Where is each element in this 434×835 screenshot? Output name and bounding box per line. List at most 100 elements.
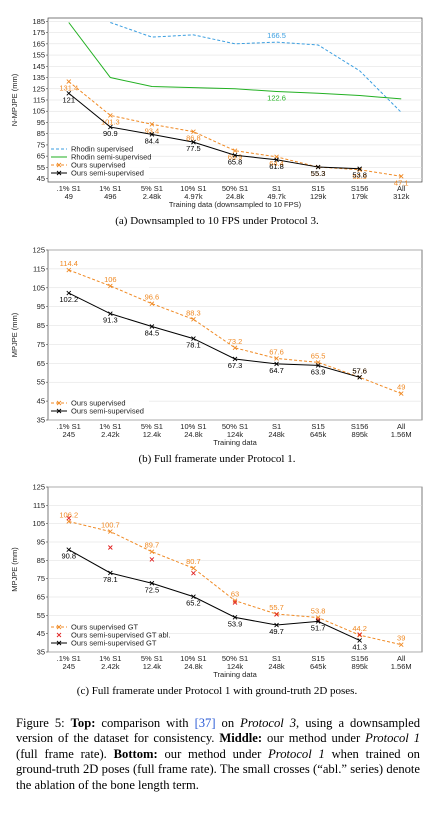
value-label: 65.5 xyxy=(311,351,326,360)
x-tick-label: 248k xyxy=(268,430,285,439)
x-tick-label: S1 xyxy=(272,422,281,431)
marker xyxy=(149,132,155,137)
y-tick-label: 95 xyxy=(37,118,45,127)
y-tick-label: 155 xyxy=(32,51,45,60)
y-tick-label: 115 xyxy=(33,501,45,510)
value-label: 61.8 xyxy=(269,162,284,171)
marker xyxy=(191,139,196,145)
series-line xyxy=(68,292,360,378)
caption-part: , using a downsampled version of the dat… xyxy=(16,716,421,746)
value-label: 93.4 xyxy=(145,126,160,135)
x-tick-label: 12.4k xyxy=(143,662,162,671)
legend-label: Ours semi-supervised GT abl. xyxy=(71,631,170,640)
y-tick-label: 105 xyxy=(32,283,45,292)
legend-label: Ours semi-supervised GT xyxy=(71,639,157,648)
series-line xyxy=(68,22,402,100)
value-label: 78.1 xyxy=(186,341,201,350)
value-label: 90.8 xyxy=(61,552,76,561)
value-label: 166.5 xyxy=(267,31,286,40)
x-tick-label: 312k xyxy=(393,192,410,201)
y-tick-label: 35 xyxy=(37,416,45,425)
x-tick-label: 1% S1 xyxy=(99,654,121,663)
legend-label: Rhodin supervised xyxy=(71,145,133,154)
marker xyxy=(191,570,196,576)
x-tick-label: 12.4k xyxy=(143,430,162,439)
x-tick-label: S156 xyxy=(351,654,369,663)
caption-part: Middle: xyxy=(219,731,263,746)
value-label: 49.7 xyxy=(269,627,284,636)
x-tick-label: 10% S1 xyxy=(180,184,206,193)
y-tick-label: 95 xyxy=(37,538,45,547)
value-label: 89.7 xyxy=(145,541,160,550)
y-tick-label: 165 xyxy=(32,39,45,48)
marker xyxy=(66,290,72,296)
caption-part: our method under xyxy=(262,731,366,746)
marker xyxy=(274,622,279,628)
x-tick-label: All xyxy=(397,422,406,431)
caption-part: Bottom: xyxy=(113,746,158,761)
value-label: 55.3 xyxy=(311,169,326,178)
marker xyxy=(149,549,155,555)
x-tick-label: 1.56M xyxy=(391,662,412,671)
value-label: 88.3 xyxy=(186,308,201,317)
x-tick-label: 895k xyxy=(352,430,369,439)
value-label: 78.1 xyxy=(103,575,118,584)
marker xyxy=(56,162,62,168)
x-tick-label: 496 xyxy=(104,192,117,201)
marker xyxy=(66,90,72,96)
marker xyxy=(315,164,321,170)
series: 131.4 101.3 93.4 86.8 69.9 64.4 55.3 52.9 47.1 xyxy=(59,79,409,187)
marker xyxy=(149,557,155,562)
x-axis-label: Training data xyxy=(213,438,257,447)
value-label: 47.1 xyxy=(394,178,409,187)
marker xyxy=(232,345,238,351)
y-tick-label: 95 xyxy=(37,302,45,311)
y-tick-label: 85 xyxy=(37,556,45,565)
x-tick-label: 1% S1 xyxy=(99,184,121,193)
x-tick-label: S156 xyxy=(351,184,369,193)
y-axis-label: MPJPE (mm) xyxy=(10,312,19,357)
x-tick-label: 245 xyxy=(63,430,76,439)
marker xyxy=(149,301,155,306)
caption-part[interactable]: [37] xyxy=(194,716,216,730)
marker xyxy=(149,121,155,127)
y-tick-label: 65 xyxy=(37,593,45,602)
marker xyxy=(149,580,155,586)
x-axis-label: Training data xyxy=(213,670,257,679)
value-label: 67.6 xyxy=(269,347,284,356)
chart-caption: (c) Full framerate under Protocol 1 with… xyxy=(77,685,358,697)
series-line xyxy=(68,81,402,177)
value-label: 41.3 xyxy=(352,642,367,651)
marker xyxy=(232,598,238,603)
y-tick-label: 115 xyxy=(33,264,45,273)
value-label: 96.6 xyxy=(145,293,160,302)
value-label: 64.4 xyxy=(269,159,284,168)
y-tick-label: 75 xyxy=(37,140,45,149)
y-axis-label: MPJPE (mm) xyxy=(10,547,19,592)
marker xyxy=(232,152,238,158)
x-tick-label: 2.48k xyxy=(143,192,162,201)
x-tick-label: 4.97k xyxy=(184,192,203,201)
y-tick-label: 55 xyxy=(37,378,45,387)
caption-part: Protocol 3 xyxy=(240,716,297,730)
value-label: 51.7 xyxy=(311,623,326,632)
marker xyxy=(191,594,196,599)
marker xyxy=(149,324,155,329)
caption-part: on xyxy=(215,716,241,730)
y-tick-label: 105 xyxy=(32,107,45,116)
value-label: 106 xyxy=(104,275,117,284)
value-label: 65.8 xyxy=(228,157,243,166)
value-label: 57.6 xyxy=(352,366,367,375)
series-line xyxy=(68,549,360,641)
legend-box xyxy=(49,622,149,649)
value-label: 80.7 xyxy=(186,557,201,566)
marker xyxy=(357,374,362,380)
caption-part: Protocol 1 xyxy=(365,731,420,746)
x-tick-label: 645k xyxy=(310,430,327,439)
caption-part: Top: xyxy=(70,716,96,730)
marker xyxy=(357,166,362,172)
legend-label: Ours supervised GT xyxy=(71,623,139,632)
x-tick-label: S156 xyxy=(351,422,369,431)
marker xyxy=(56,400,62,406)
x-tick-label: 124k xyxy=(227,662,244,671)
